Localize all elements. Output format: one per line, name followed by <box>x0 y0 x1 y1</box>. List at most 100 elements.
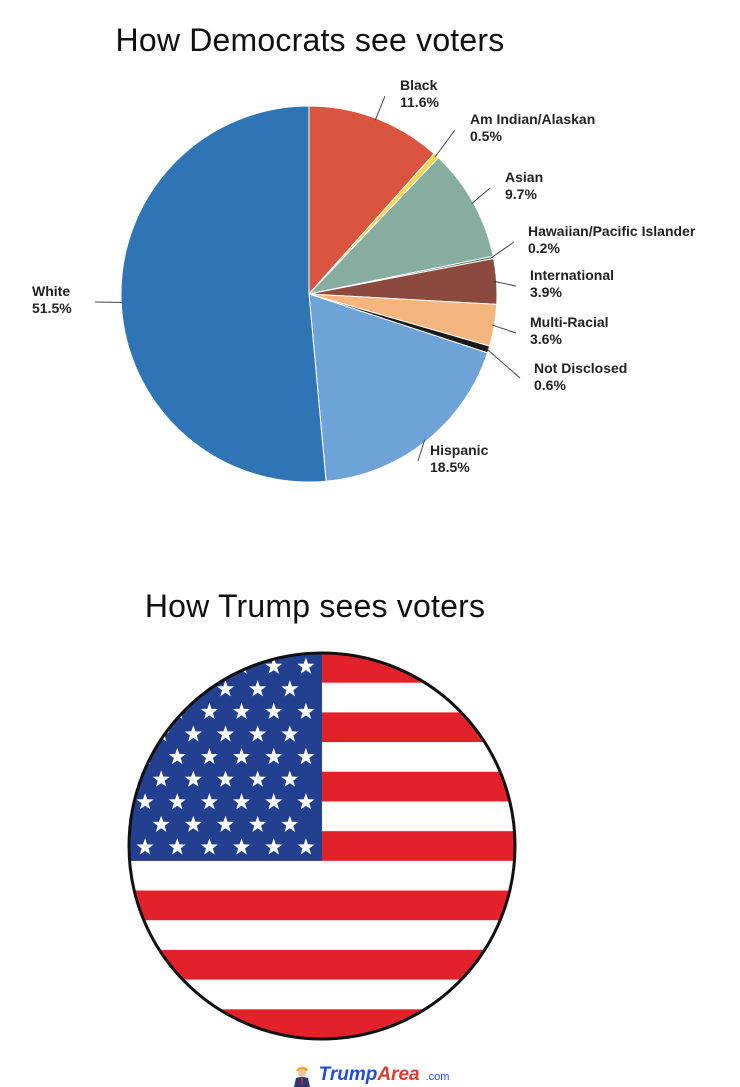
leader-line <box>417 439 426 462</box>
flag-star-icon <box>249 815 267 832</box>
flag-star-icon <box>200 657 218 674</box>
flag-star-icon <box>152 680 170 697</box>
flag-star-icon <box>168 657 186 674</box>
flag-star-icon <box>136 838 154 855</box>
flag-star-icon <box>216 770 235 787</box>
flag-star-icon <box>265 838 283 855</box>
slice-value-label: 11.6% <box>400 94 439 110</box>
chart-title-trump: How Trump sees voters <box>144 588 486 624</box>
flag-star-icon <box>265 657 283 674</box>
flag-star-icon <box>184 815 202 832</box>
flag-stripe <box>129 742 515 773</box>
leader-line <box>494 280 517 287</box>
flag-stripe <box>129 860 515 892</box>
flag-stripe <box>129 771 515 802</box>
flag-star-icon <box>249 680 267 697</box>
flag-star-icon <box>233 702 251 720</box>
flag-stripe <box>129 682 515 713</box>
flag-star-icon <box>200 793 218 810</box>
flag-star-icon <box>184 770 202 787</box>
slice-label: Am Indian/Alaskan <box>470 111 595 127</box>
trump-figure-icon <box>293 1066 310 1087</box>
flag-star-icon <box>152 770 170 787</box>
slice-label: Hawaiian/Pacific Islander <box>528 223 696 239</box>
slice-value-label: 0.2% <box>528 240 560 256</box>
flag-star-icon <box>200 702 218 720</box>
flag-star-icon <box>216 725 235 742</box>
flag-star-icon <box>265 793 283 810</box>
leader-line <box>492 324 517 334</box>
flag-canton <box>129 653 322 861</box>
flag-star-icon <box>184 680 202 697</box>
flag-star-icon <box>233 747 251 765</box>
slice-label: Not Disclosed <box>534 360 627 376</box>
flag-star-icon <box>249 725 267 742</box>
flag-star-icon <box>297 747 315 765</box>
footer-brand: TrumpArea .com <box>0 1062 740 1087</box>
flag-stripe <box>129 653 515 684</box>
flag-star-icon <box>184 725 202 742</box>
flag-star-icon <box>216 680 235 697</box>
slice-label: Multi-Racial <box>530 314 609 330</box>
footer-brand-name: TrumpArea <box>318 1063 420 1085</box>
flag-star-icon <box>168 702 186 720</box>
leader-line <box>471 187 491 205</box>
pie-slice-hispanic <box>308 293 489 482</box>
flag-outline <box>127 651 517 1041</box>
flag-star-icon <box>200 747 218 765</box>
flag-star-icon <box>216 815 235 832</box>
flag-star-icon <box>168 747 186 765</box>
slice-value-label: 9.7% <box>505 186 537 202</box>
flag-star-icon <box>152 815 170 832</box>
flag-star-icon <box>233 838 251 855</box>
flag-star-icon <box>136 793 154 810</box>
slice-label: Asian <box>505 169 543 185</box>
slice-value-label: 0.5% <box>470 128 502 144</box>
slice-value-label: 3.9% <box>530 284 562 300</box>
slice-value-label: 18.5% <box>430 459 470 475</box>
flag-stripe <box>129 801 515 832</box>
slice-value-label: 0.6% <box>534 377 566 393</box>
leader-line <box>434 129 456 158</box>
flag-star-icon <box>136 702 154 720</box>
flag-star-icon <box>297 838 315 855</box>
flag-stripe <box>129 920 515 951</box>
slice-value-label: 51.5% <box>32 300 72 316</box>
flag-star-icon <box>265 747 283 765</box>
leader-line <box>374 95 386 121</box>
flag-star-icon <box>297 793 315 810</box>
flag-star-icon <box>249 770 267 787</box>
flag-star-icon <box>168 838 186 855</box>
chart-title-democrats: How Democrats see voters <box>115 22 505 58</box>
leader-line <box>491 241 515 259</box>
slice-label: White <box>32 283 70 299</box>
leader-line <box>486 348 521 379</box>
flag-star-icon <box>152 725 170 742</box>
flag-star-icon <box>281 725 299 742</box>
flag-star-icon <box>136 657 154 674</box>
flag-stripe <box>129 979 515 1010</box>
flag-star-icon <box>265 702 283 720</box>
flag-star-icon <box>297 657 315 674</box>
slice-value-label: 3.6% <box>530 331 562 347</box>
flag-stripe <box>129 890 515 921</box>
flag-star-icon <box>233 657 251 674</box>
flag-star-icon <box>297 702 315 720</box>
flag-star-icon <box>200 838 218 855</box>
flag-stripe <box>129 1009 515 1039</box>
flag-star-icon <box>281 770 299 787</box>
slice-label: International <box>530 267 614 283</box>
flag-star-icon <box>281 815 299 832</box>
flag-star-icon <box>168 793 186 810</box>
slice-label: Hispanic <box>430 442 489 458</box>
flag-stripe <box>129 949 515 981</box>
flag-stripe <box>129 712 515 743</box>
flag-star-icon <box>233 793 251 810</box>
flag-star-icon <box>281 680 299 697</box>
slice-label: Black <box>400 77 438 93</box>
flag-star-icon <box>136 747 154 765</box>
footer-brand-domain: .com <box>425 1071 450 1083</box>
flag-stripe <box>129 831 515 862</box>
pie-slice-white <box>120 105 327 483</box>
